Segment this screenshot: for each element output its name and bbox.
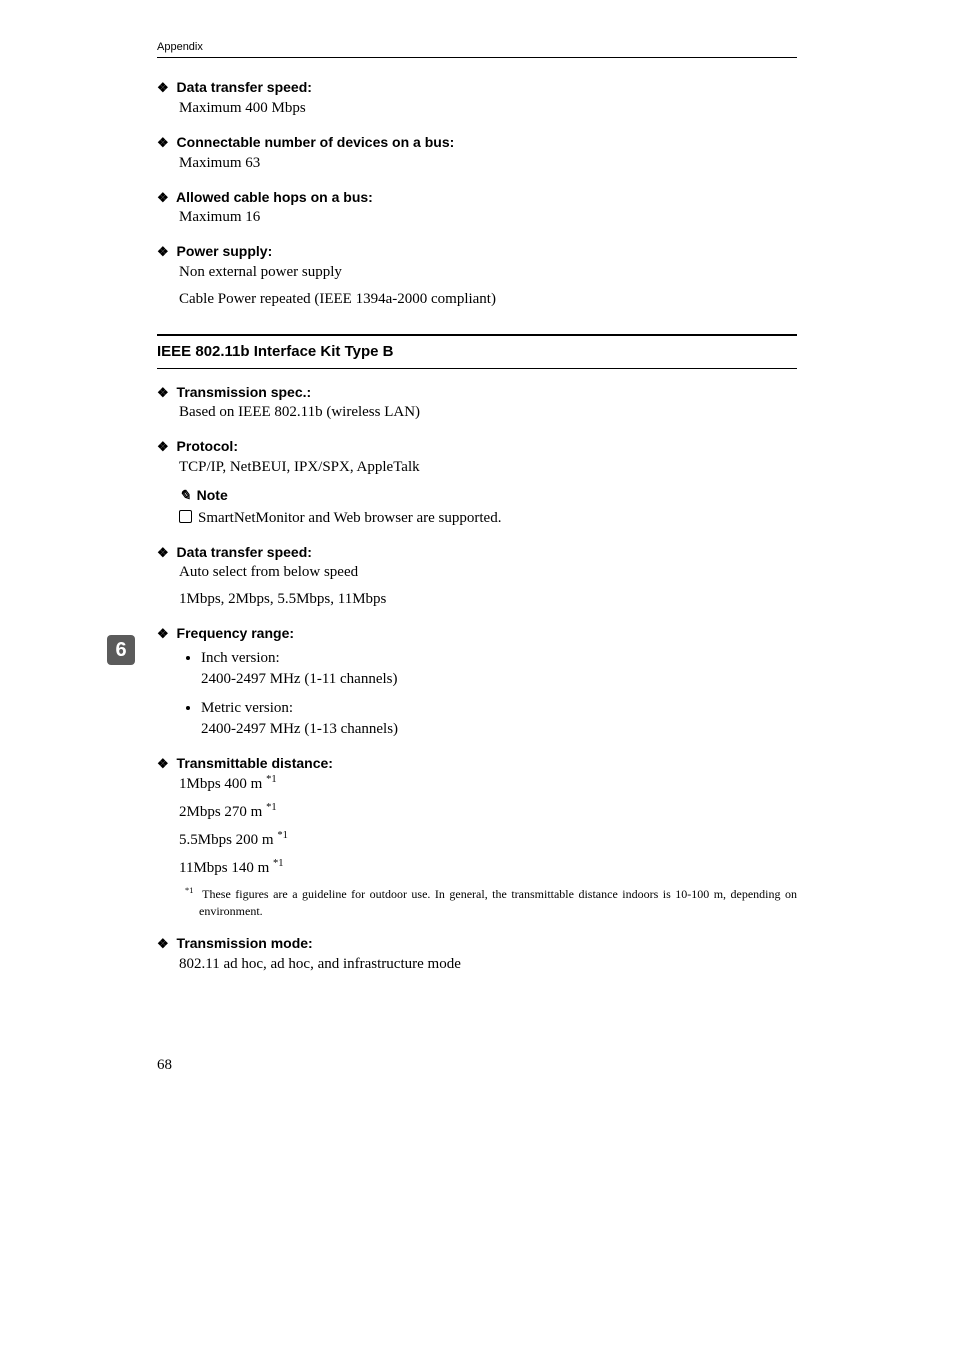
item-body: Auto select from below speed xyxy=(179,562,797,583)
item-heading: ❖ Data transfer speed: xyxy=(157,78,797,98)
item-heading: ❖ Power supply: xyxy=(157,242,797,262)
item-body: 1Mbps 400 m *1 xyxy=(179,773,797,795)
item-body: 1Mbps, 2Mbps, 5.5Mbps, 11Mbps xyxy=(179,589,797,610)
item-heading: ❖ Transmittable distance: xyxy=(157,754,797,774)
item-body: Maximum 400 Mbps xyxy=(179,98,797,119)
frequency-list: Inch version: 2400-2497 MHz (1-11 channe… xyxy=(201,648,797,740)
item-heading: ❖ Transmission spec.: xyxy=(157,383,797,403)
item-body: 2Mbps 270 m *1 xyxy=(179,801,797,823)
footnote: *1 These figures are a guideline for out… xyxy=(179,885,797,920)
item-body: 5.5Mbps 200 m *1 xyxy=(179,829,797,851)
item-heading: ❖ Frequency range: xyxy=(157,624,797,644)
item-body: Maximum 63 xyxy=(179,153,797,174)
item-heading: ❖ Protocol: xyxy=(157,437,797,457)
item-body: Cable Power repeated (IEEE 1394a-2000 co… xyxy=(179,289,797,310)
item-heading: ❖ Connectable number of devices on a bus… xyxy=(157,133,797,153)
item-body: Non external power supply xyxy=(179,262,797,283)
section-title: IEEE 802.11b Interface Kit Type B xyxy=(157,343,393,360)
item-body: Maximum 16 xyxy=(179,207,797,228)
list-item: Inch version: 2400-2497 MHz (1-11 channe… xyxy=(201,648,797,690)
item-heading: ❖ Allowed cable hops on a bus: xyxy=(157,188,797,208)
running-header: Appendix xyxy=(157,40,797,58)
list-item: Metric version: 2400-2497 MHz (1-13 chan… xyxy=(201,698,797,740)
item-body: Based on IEEE 802.11b (wireless LAN) xyxy=(179,402,797,423)
side-tab: 6 xyxy=(107,635,135,665)
note-body: SmartNetMonitor and Web browser are supp… xyxy=(179,508,797,529)
checkbox-icon xyxy=(179,510,192,523)
note-heading: ✎ Note xyxy=(179,486,797,506)
item-heading: ❖ Data transfer speed: xyxy=(157,543,797,563)
page-number: 68 xyxy=(157,1055,797,1076)
item-body: 11Mbps 140 m *1 xyxy=(179,857,797,879)
item-body: 802.11 ad hoc, ad hoc, and infrastructur… xyxy=(179,954,797,975)
item-heading: ❖ Transmission mode: xyxy=(157,934,797,954)
section-divider: IEEE 802.11b Interface Kit Type B xyxy=(157,334,797,369)
item-body: TCP/IP, NetBEUI, IPX/SPX, AppleTalk xyxy=(179,457,797,478)
